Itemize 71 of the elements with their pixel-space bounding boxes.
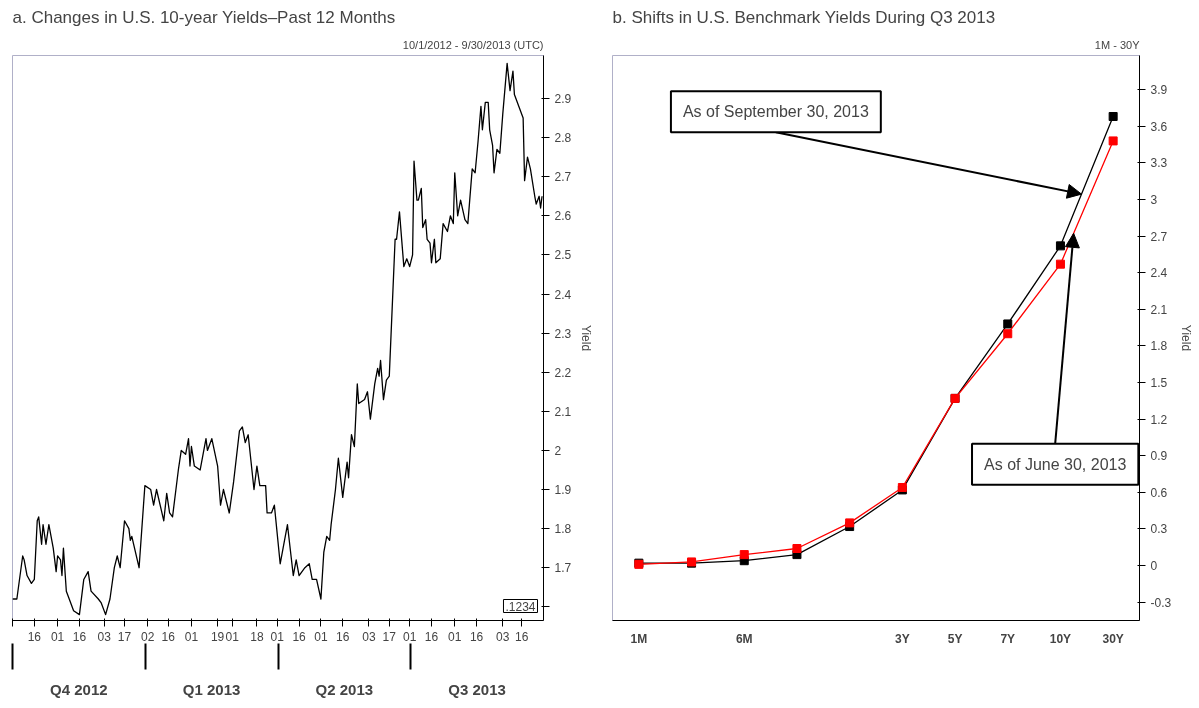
y-tick-label: 1.2	[1150, 412, 1168, 427]
x-tick-label: 01	[402, 629, 417, 644]
y-tick-label: 0.6	[1150, 485, 1168, 500]
y-tick-label: 3	[1150, 193, 1158, 207]
y-tick-label: 1.5	[1150, 376, 1168, 391]
y-axis-title: Yield	[1179, 324, 1194, 352]
x-tick-label: 01	[448, 629, 462, 644]
x-tick-label: 16	[161, 629, 176, 644]
x-tick-label: 18	[250, 629, 264, 644]
y-tick-label: 3.6	[1150, 119, 1168, 134]
y-axis-title: Yield	[579, 324, 594, 352]
annotation: .1234	[505, 599, 536, 614]
y-tick-label: 2.2	[554, 365, 572, 380]
x-tick-label: 03	[496, 629, 510, 644]
x-tick-label: 16	[72, 629, 87, 644]
y-tick-label: 2.1	[554, 404, 572, 419]
text: Q1 2013	[182, 680, 241, 698]
x-tick-label: 5Y	[947, 631, 963, 646]
x-tick-label: 6M	[735, 631, 753, 646]
x-tick-label: 16	[469, 629, 484, 644]
chart-subtitle: 1M - 30Y	[1094, 38, 1141, 51]
x-tick-label: 16	[515, 629, 529, 644]
y-tick-label: 2.6	[554, 209, 572, 224]
y-tick-label: 1.9	[554, 483, 572, 498]
x-tick-label: 16	[292, 629, 307, 644]
y-tick-label: 2.8	[554, 131, 572, 146]
y-tick-label: 2.7	[554, 170, 572, 185]
y-tick-label: 2.3	[554, 326, 572, 341]
x-tick-label: 03	[362, 629, 376, 644]
y-tick-label: -0.3	[1150, 595, 1172, 610]
x-tick-label: 02	[141, 629, 155, 644]
y-tick-label: 0.9	[1150, 449, 1168, 464]
y-tick-label: 1.7	[554, 561, 572, 576]
y-tick-label: 2.7	[1150, 229, 1168, 244]
chart-title: b. Shifts in U.S. Benchmark Yields During Q3 2013	[612, 7, 996, 27]
x-tick-label: 01	[270, 629, 285, 644]
y-tick-label: 2	[554, 443, 562, 458]
y-tick-label: 2.5	[554, 248, 572, 263]
x-tick-label: 01	[50, 629, 65, 644]
x-tick-label: 17	[382, 629, 397, 644]
x-tick-label: 10Y	[1049, 631, 1072, 646]
y-tick-label: 2.4	[1150, 266, 1168, 281]
x-tick-label: 7Y	[1000, 631, 1016, 646]
y-tick-label: 0	[1150, 559, 1158, 574]
text: Q2 2013	[315, 680, 374, 698]
annotation: As of June 30, 2013	[984, 455, 1127, 473]
x-tick-label: 16	[336, 629, 350, 644]
annotation: As of September 30, 2013	[682, 103, 869, 121]
x-tick-label: 03	[97, 629, 112, 644]
x-tick-label: 16	[424, 629, 439, 644]
y-tick-label: 2.1	[1150, 302, 1168, 317]
x-tick-label: 01	[184, 629, 199, 644]
x-tick-label: 16	[27, 629, 42, 644]
x-tick-label: 30Y	[1102, 631, 1124, 646]
y-tick-label: 1.8	[554, 522, 572, 537]
y-tick-label: 0.3	[1150, 522, 1168, 537]
x-tick-label: 01	[225, 629, 240, 644]
y-tick-label: 1.8	[1150, 339, 1168, 354]
text: Q4 2012	[50, 680, 108, 698]
text: Q3 2013	[448, 680, 506, 698]
x-tick-label: 3Y	[895, 631, 910, 646]
chart-subtitle: 10/1/2012 - 9/30/2013 (UTC)	[402, 38, 544, 51]
y-tick-label: 2.4	[554, 287, 572, 302]
x-tick-label: 19	[210, 629, 225, 644]
y-tick-label: 3.3	[1150, 156, 1168, 171]
chart-title: a. Changes in U.S. 10-year Yields–Past 12 Months	[12, 7, 396, 27]
y-tick-label: 2.9	[554, 92, 572, 107]
y-tick-label: 3.9	[1150, 83, 1168, 98]
x-tick-label: 01	[314, 629, 328, 644]
x-tick-label: 1M	[630, 631, 648, 646]
x-tick-label: 17	[117, 629, 132, 644]
